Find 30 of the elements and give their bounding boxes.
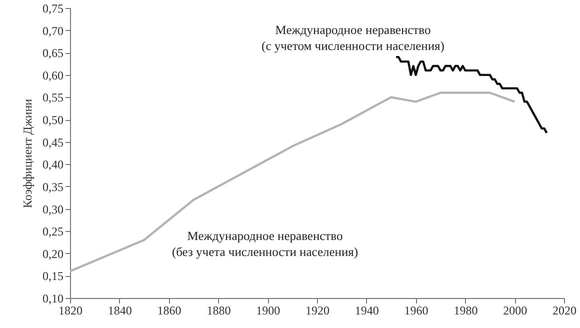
y-tick-label: 0,45 [42,135,64,150]
y-tick-label: 0,35 [42,180,64,194]
x-tick-label: 1960 [404,304,428,318]
y-tick-label: 0,55 [42,90,64,105]
y-tick-label: 0,75 [42,2,64,16]
y-tick-label: 0,30 [42,202,64,216]
y-tick-label: 0,65 [42,46,64,60]
y-tick-label: 0,20 [42,246,64,261]
line-series [394,56,548,134]
y-tick-label: 0,10 [42,292,64,306]
y-tick-label: 0,50 [42,113,64,128]
x-tick-label: 1980 [454,304,478,318]
y-axis-title: Коэффициент Джини [20,98,34,208]
x-tick-label: 1900 [256,304,280,318]
series-label: Международное неравенство (с учетом численности населения) [262,23,444,53]
y-tick-label: 0,15 [42,269,64,284]
series-label: Международное неравенство (без учета численности населения) [172,229,358,259]
x-tick-label: 1940 [354,304,379,318]
y-tick-label: 0,40 [42,158,64,172]
line-series [70,92,516,272]
y-tick-label: 0,25 [42,224,64,239]
x-tick-label: 2020 [552,304,576,318]
x-tick-label: 1820 [58,304,82,318]
y-tick-label: 0,70 [42,24,64,38]
y-tick-label: 0,60 [42,68,64,82]
x-tick-label: 1860 [157,304,182,318]
x-tick-label: 2000 [503,304,528,318]
x-tick-label: 1840 [108,304,132,318]
x-tick-label: 1920 [306,304,330,318]
x-tick-label: 1880 [206,304,231,318]
